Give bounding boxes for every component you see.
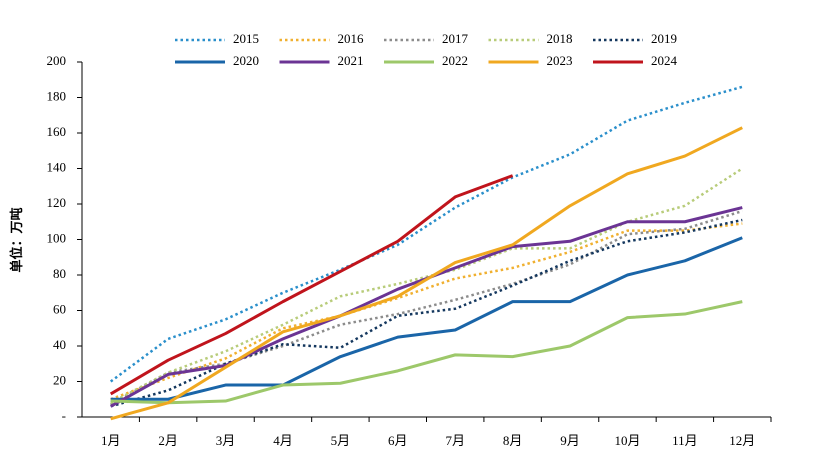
legend-label: 2015 bbox=[233, 31, 259, 46]
y-tick-label: 20 bbox=[53, 372, 66, 387]
y-tick-label: 60 bbox=[53, 301, 66, 316]
y-tick-label: 100 bbox=[47, 230, 67, 245]
series-line bbox=[110, 209, 743, 406]
y-tick-label: - bbox=[62, 408, 66, 423]
series-line bbox=[109, 206, 743, 408]
legend-label: 2022 bbox=[442, 53, 468, 68]
y-axis-label: 单位：万吨 bbox=[9, 207, 24, 272]
series-line bbox=[110, 167, 743, 404]
x-tick-label: 5月 bbox=[331, 433, 351, 448]
y-tick-label: 160 bbox=[47, 124, 67, 139]
y-tick-label: 120 bbox=[47, 195, 67, 210]
x-tick-label: 2月 bbox=[158, 433, 178, 448]
legend-label: 2021 bbox=[338, 53, 364, 68]
x-tick-label: 11月 bbox=[672, 433, 698, 448]
y-tick-label: 80 bbox=[53, 266, 66, 281]
y-tick-label: 140 bbox=[47, 159, 67, 174]
x-tick-label: 9月 bbox=[560, 433, 580, 448]
series-line bbox=[109, 174, 514, 396]
legend-label: 2023 bbox=[547, 53, 573, 68]
x-tick-label: 3月 bbox=[216, 433, 236, 448]
series-line bbox=[110, 126, 743, 421]
series-line bbox=[109, 85, 743, 383]
legend-label: 2020 bbox=[233, 53, 259, 68]
x-tick-label: 8月 bbox=[503, 433, 523, 448]
legend-label: 2018 bbox=[547, 31, 573, 46]
legend-label: 2019 bbox=[651, 31, 677, 46]
y-tick-label: 180 bbox=[47, 88, 67, 103]
legend-label: 2024 bbox=[651, 53, 678, 68]
x-tick-label: 12月 bbox=[729, 433, 755, 448]
series-line bbox=[110, 222, 743, 401]
series-line bbox=[110, 300, 743, 405]
x-tick-label: 7月 bbox=[445, 433, 465, 448]
series-line bbox=[110, 236, 743, 401]
legend-label: 2016 bbox=[338, 31, 365, 46]
y-tick-label: 200 bbox=[47, 53, 67, 68]
legend-label: 2017 bbox=[442, 31, 469, 46]
x-tick-label: 4月 bbox=[273, 433, 293, 448]
x-tick-label: 1月 bbox=[101, 433, 121, 448]
x-tick-label: 6月 bbox=[388, 433, 408, 448]
x-tick-label: 10月 bbox=[614, 433, 640, 448]
y-tick-label: 40 bbox=[53, 337, 66, 352]
